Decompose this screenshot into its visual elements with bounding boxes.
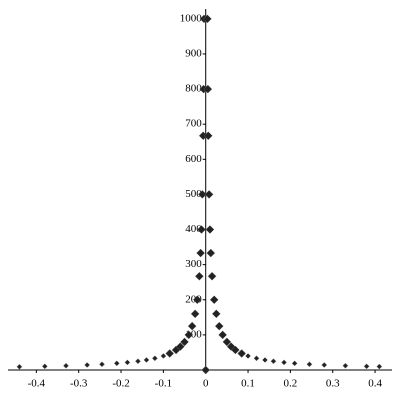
point bbox=[152, 355, 158, 362]
point bbox=[135, 358, 141, 365]
x-tick-label: -0.4 bbox=[28, 378, 46, 390]
point bbox=[113, 360, 120, 367]
point bbox=[197, 225, 206, 234]
point bbox=[218, 330, 228, 340]
point bbox=[184, 330, 194, 340]
point bbox=[196, 248, 205, 258]
y-tick-label: 800 bbox=[185, 83, 202, 95]
point bbox=[180, 337, 189, 347]
point bbox=[99, 361, 105, 368]
point bbox=[165, 349, 175, 358]
point bbox=[124, 359, 131, 366]
point bbox=[84, 362, 91, 368]
y-tick-label: 300 bbox=[185, 258, 202, 270]
point bbox=[203, 14, 212, 24]
point bbox=[206, 248, 216, 258]
point bbox=[230, 345, 240, 355]
point bbox=[160, 353, 167, 359]
point bbox=[192, 295, 202, 305]
point bbox=[190, 309, 200, 319]
point bbox=[270, 358, 277, 365]
y-tick-label: 600 bbox=[185, 153, 202, 165]
x-tick-label: -0.1 bbox=[155, 378, 172, 390]
point bbox=[262, 357, 268, 363]
point bbox=[203, 131, 213, 141]
x-tick-label: -0.2 bbox=[112, 378, 129, 390]
point bbox=[245, 353, 251, 359]
point bbox=[342, 362, 349, 369]
point bbox=[281, 359, 287, 366]
point bbox=[363, 363, 370, 370]
point bbox=[201, 365, 211, 375]
point bbox=[237, 349, 247, 358]
point bbox=[209, 295, 219, 305]
x-tick-label: 0 bbox=[203, 378, 209, 390]
x-tick-label: 0.1 bbox=[241, 378, 255, 390]
point bbox=[321, 362, 328, 368]
point bbox=[187, 321, 197, 331]
point bbox=[175, 342, 185, 351]
point bbox=[205, 225, 215, 234]
point bbox=[222, 337, 232, 347]
point bbox=[291, 360, 298, 367]
x-tick-label: -0.3 bbox=[70, 378, 88, 390]
point bbox=[207, 271, 217, 281]
x-tick-label: 0.4 bbox=[368, 378, 382, 390]
point bbox=[16, 363, 23, 370]
y-tick-label: 700 bbox=[185, 118, 202, 130]
y-tick-label: 900 bbox=[185, 47, 202, 59]
x-tick-label: 0.2 bbox=[284, 378, 298, 390]
y-tick-label: 1000 bbox=[180, 12, 203, 24]
point bbox=[63, 362, 69, 369]
point bbox=[41, 363, 48, 370]
point bbox=[143, 357, 150, 363]
point bbox=[376, 363, 383, 370]
point bbox=[253, 355, 260, 362]
point bbox=[211, 309, 221, 319]
point bbox=[204, 190, 214, 199]
point bbox=[197, 190, 207, 199]
point bbox=[203, 84, 213, 94]
y-tick-label: 400 bbox=[185, 223, 202, 235]
point bbox=[214, 321, 224, 331]
x-tick-label: 0.3 bbox=[326, 378, 340, 390]
point bbox=[195, 271, 204, 281]
point bbox=[306, 361, 313, 368]
y-tick-label: 500 bbox=[185, 188, 202, 200]
